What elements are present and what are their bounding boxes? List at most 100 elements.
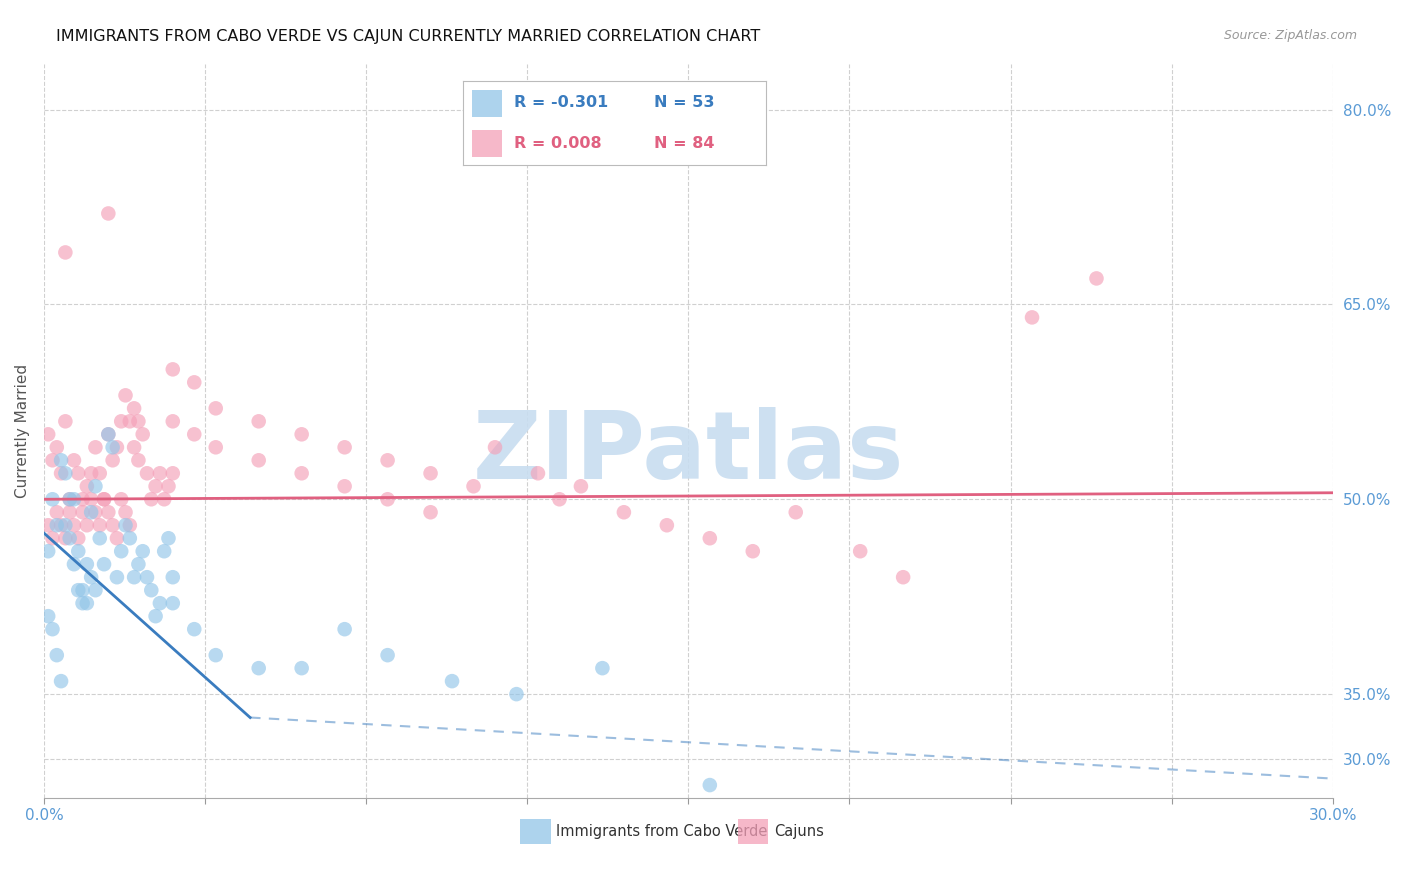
Point <box>891 570 914 584</box>
Point <box>291 427 314 442</box>
Point <box>105 440 128 454</box>
Point <box>153 544 176 558</box>
Text: Source: ZipAtlas.com: Source: ZipAtlas.com <box>1223 29 1357 42</box>
Point <box>118 531 141 545</box>
Point <box>162 414 184 428</box>
Point <box>37 609 59 624</box>
Point <box>377 648 399 662</box>
Point <box>548 492 571 507</box>
Point <box>741 544 763 558</box>
Point <box>89 518 111 533</box>
Point <box>377 453 399 467</box>
Y-axis label: Currently Married: Currently Married <box>15 364 30 498</box>
Point <box>204 401 226 416</box>
Point <box>505 687 527 701</box>
Point <box>59 531 82 545</box>
Point <box>122 401 145 416</box>
Point <box>183 376 205 390</box>
Point <box>419 505 441 519</box>
Point <box>63 453 86 467</box>
Point <box>247 661 270 675</box>
Point <box>59 505 82 519</box>
Point <box>53 414 76 428</box>
Point <box>699 531 721 545</box>
Point <box>63 518 86 533</box>
Point <box>101 518 124 533</box>
Point <box>114 388 136 402</box>
Point <box>149 467 172 481</box>
Point <box>441 674 464 689</box>
Point <box>291 661 314 675</box>
Point <box>67 583 90 598</box>
Text: ZIPatlas: ZIPatlas <box>472 407 904 500</box>
Point <box>49 453 72 467</box>
Point <box>591 661 613 675</box>
Point <box>118 518 141 533</box>
Point <box>41 531 63 545</box>
Point <box>53 245 76 260</box>
Point <box>84 583 107 598</box>
Point <box>97 427 120 442</box>
Point <box>110 492 132 507</box>
Point <box>67 531 90 545</box>
Point <box>80 467 103 481</box>
Point <box>97 206 120 220</box>
Point <box>41 453 63 467</box>
Point <box>37 518 59 533</box>
Point <box>80 505 103 519</box>
Point <box>204 648 226 662</box>
Text: Immigrants from Cabo Verde: Immigrants from Cabo Verde <box>557 824 768 839</box>
Point <box>72 583 94 598</box>
Point <box>419 467 441 481</box>
Point <box>122 570 145 584</box>
Point <box>145 479 167 493</box>
Point <box>72 492 94 507</box>
Point <box>72 505 94 519</box>
Point <box>141 492 163 507</box>
Text: IMMIGRANTS FROM CABO VERDE VS CAJUN CURRENTLY MARRIED CORRELATION CHART: IMMIGRANTS FROM CABO VERDE VS CAJUN CURR… <box>56 29 761 44</box>
Point <box>105 570 128 584</box>
Point <box>463 479 485 493</box>
Point <box>63 492 86 507</box>
Point <box>333 440 356 454</box>
Point <box>89 531 111 545</box>
Point <box>93 492 115 507</box>
Point <box>89 467 111 481</box>
Point <box>484 440 506 454</box>
Point <box>49 467 72 481</box>
Point <box>162 467 184 481</box>
Point <box>49 674 72 689</box>
Point <box>131 544 153 558</box>
Point <box>333 479 356 493</box>
Point <box>162 362 184 376</box>
Point <box>141 583 163 598</box>
Point <box>59 492 82 507</box>
Point <box>136 467 159 481</box>
Point <box>84 479 107 493</box>
Point <box>785 505 807 519</box>
Point <box>247 453 270 467</box>
Point <box>699 778 721 792</box>
Point <box>41 622 63 636</box>
Point <box>1021 310 1043 325</box>
Point <box>45 518 67 533</box>
Point <box>67 544 90 558</box>
Point <box>84 505 107 519</box>
Point <box>41 492 63 507</box>
Point <box>110 544 132 558</box>
Text: Cajuns: Cajuns <box>775 824 824 839</box>
Point <box>53 531 76 545</box>
Point <box>45 440 67 454</box>
Point <box>76 479 98 493</box>
Point <box>80 492 103 507</box>
Point <box>131 427 153 442</box>
Point <box>183 427 205 442</box>
Point <box>204 440 226 454</box>
Point <box>149 596 172 610</box>
Point <box>101 440 124 454</box>
Point <box>849 544 872 558</box>
Point <box>93 492 115 507</box>
Point <box>162 570 184 584</box>
Point <box>84 440 107 454</box>
Point <box>145 609 167 624</box>
